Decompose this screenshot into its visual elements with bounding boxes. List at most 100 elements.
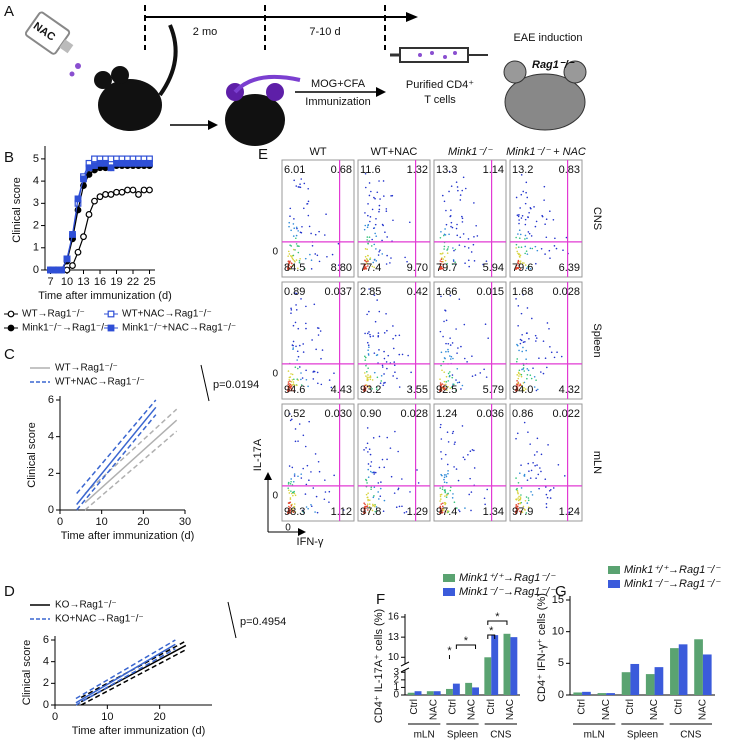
data-point: [91, 197, 98, 205]
x-axis-label: Time after immunization (d): [72, 725, 205, 737]
event-dot: [287, 511, 290, 513]
event-dot: [307, 385, 309, 388]
event-dot: [528, 232, 531, 235]
event-dot: [528, 470, 530, 472]
y-tick-label: 2: [48, 467, 54, 479]
event-dot: [366, 379, 369, 382]
event-dot: [317, 334, 320, 336]
x-tick-label: Ctrl: [625, 699, 636, 715]
event-dot: [515, 360, 518, 363]
data-point: [135, 159, 142, 167]
event-dot: [456, 186, 459, 188]
event-dot: [368, 182, 371, 184]
event-dot: [292, 248, 295, 251]
event-dot: [446, 493, 449, 496]
event-dot: [390, 257, 392, 259]
event-dot: [397, 487, 400, 490]
event-dot: [442, 260, 444, 263]
event-dot: [370, 488, 372, 491]
event-dot: [369, 385, 371, 387]
bar: [573, 692, 583, 695]
event-dot: [522, 368, 525, 370]
event-dot: [520, 375, 523, 378]
event-dot: [525, 181, 528, 184]
event-dot: [374, 232, 376, 235]
event-dot: [364, 172, 367, 175]
event-dot: [373, 266, 376, 269]
treatment-label: Immunization: [305, 96, 370, 108]
quadrant-value: 0.022: [552, 408, 580, 420]
event-dot: [308, 225, 311, 228]
event-dot: [371, 387, 373, 390]
event-dot: [397, 450, 399, 453]
legend-swatch: [443, 574, 455, 582]
legend-label: KO→Rag1⁻/⁻: [55, 600, 117, 611]
event-dot: [386, 254, 388, 257]
y-tick-label: 4: [33, 175, 39, 187]
event-dot: [535, 262, 537, 265]
event-dot: [520, 339, 523, 342]
event-dot: [440, 498, 442, 500]
event-dot: [527, 265, 529, 268]
event-dot: [475, 224, 477, 227]
event-dot: [314, 253, 317, 255]
event-dot: [445, 209, 447, 212]
legend-label: Mink1⁻/⁻→Rag1⁻/⁻: [624, 578, 721, 590]
event-dot: [486, 488, 488, 491]
event-dot: [376, 299, 378, 301]
event-dot: [451, 497, 454, 499]
event-dot: [407, 354, 409, 357]
event-dot: [363, 355, 366, 358]
significance-bracket: [455, 644, 477, 649]
legend-swatch: [608, 580, 620, 588]
event-dot: [445, 496, 448, 498]
event-dot: [522, 293, 524, 296]
y-tick-label: 3: [393, 667, 399, 678]
event-dot: [297, 327, 300, 330]
event-dot: [458, 244, 461, 246]
event-dot: [372, 227, 375, 230]
event-dot: [467, 247, 470, 249]
event-dot: [291, 373, 294, 376]
event-dot: [394, 430, 396, 433]
quadrant-value: 3.55: [407, 384, 428, 396]
bracket: [200, 364, 210, 402]
event-dot: [302, 343, 304, 345]
event-dot: [523, 262, 525, 264]
event-dot: [364, 389, 366, 391]
event-dot: [290, 256, 293, 258]
event-dot: [441, 383, 444, 385]
significance-bracket: [487, 620, 508, 625]
event-dot: [520, 384, 523, 387]
event-dot: [524, 340, 526, 343]
arrow-head: [298, 528, 306, 536]
event-dot: [549, 488, 552, 491]
y-tick-label: 13: [388, 632, 400, 643]
event-dot: [447, 441, 450, 443]
event-dot: [304, 257, 307, 260]
event-dot: [366, 226, 369, 229]
event-dot: [365, 505, 368, 508]
event-dot: [398, 505, 401, 508]
data-point: [74, 195, 82, 203]
event-dot: [519, 498, 521, 501]
event-dot: [446, 248, 449, 250]
event-dot: [383, 466, 386, 469]
event-dot: [366, 332, 369, 335]
group-label: mLN: [414, 730, 435, 741]
event-dot: [442, 263, 444, 266]
event-dot: [307, 187, 310, 190]
data-point: [85, 211, 93, 218]
event-dot: [439, 389, 442, 391]
event-dot: [443, 200, 446, 203]
event-dot: [374, 223, 377, 226]
data-point: [63, 255, 71, 263]
event-dot: [297, 230, 299, 232]
quadrant-value: 1.14: [483, 164, 504, 176]
event-dot: [461, 384, 464, 387]
event-dot: [538, 487, 540, 490]
event-dot: [364, 507, 366, 509]
event-dot: [318, 230, 320, 233]
event-dot: [373, 371, 376, 374]
event-dot: [371, 509, 374, 512]
